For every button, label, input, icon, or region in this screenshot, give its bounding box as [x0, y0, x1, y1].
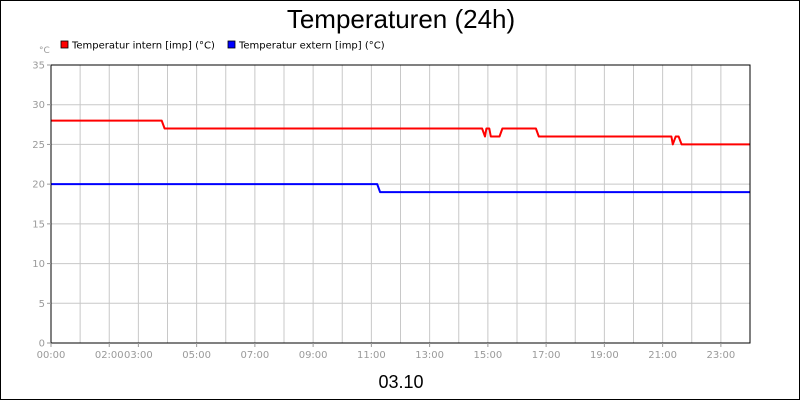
x-tick-label: 07:00 — [240, 350, 269, 361]
series-line-1 — [51, 119, 750, 146]
x-axis-ticks: 00:00 02:00 03:00 05:00 07:00 09:00 11:00 13:00… — [37, 343, 735, 361]
x-tick-label: 11:00 — [357, 350, 386, 361]
plot-border — [50, 64, 751, 344]
legend-label: Temperatur intern [imp] (°C) — [71, 41, 215, 52]
y-tick-label: 15 — [32, 219, 45, 230]
x-tick-label: 09:00 — [299, 350, 328, 361]
y-axis-unit: °C — [39, 46, 50, 56]
x-tick-label: 05:00 — [182, 350, 211, 361]
y-tick-label: 35 — [32, 61, 45, 72]
y-tick-label: 10 — [32, 259, 45, 270]
y-tick-label: 25 — [32, 140, 45, 151]
legend-swatch — [227, 40, 236, 49]
x-tick-label: 13:00 — [415, 350, 444, 361]
x-tick-label: 17:00 — [532, 350, 561, 361]
x-tick-label: 00:00 — [37, 350, 66, 361]
grid — [51, 65, 750, 343]
series-line-2 — [51, 183, 750, 194]
x-tick-label: 15:00 — [473, 350, 502, 361]
series-group — [51, 119, 750, 194]
legend-label: Temperatur extern [imp] (°C) — [238, 41, 385, 52]
y-tick-label: 30 — [32, 100, 45, 111]
x-tick-label: 03:00 — [124, 350, 153, 361]
x-tick-label: 19:00 — [590, 350, 619, 361]
legend: Temperatur intern [imp] (°C) Temperatur e… — [60, 40, 385, 52]
x-tick-label: 02:00 — [95, 350, 124, 361]
y-tick-label: 0 — [39, 339, 45, 350]
x-tick-label: 21:00 — [648, 350, 677, 361]
y-tick-label: 20 — [32, 180, 45, 191]
chart-title: Temperaturen (24h) — [287, 4, 515, 34]
legend-swatch — [60, 40, 69, 49]
date-label: 03.10 — [378, 372, 423, 392]
y-tick-label: 5 — [39, 299, 45, 310]
x-tick-label: 23:00 — [706, 350, 735, 361]
y-axis-ticks: 0 5 10 15 20 25 30 35 — [32, 61, 51, 350]
